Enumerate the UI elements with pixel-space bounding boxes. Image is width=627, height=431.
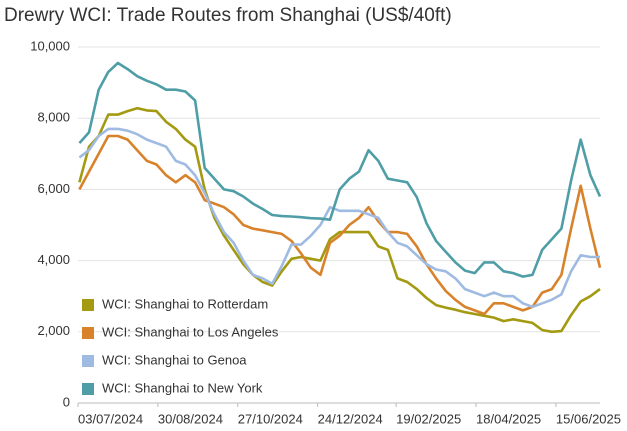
y-tick-label: 10,000 <box>30 38 70 53</box>
series-line <box>78 127 600 309</box>
x-tick-label: 03/07/2024 <box>78 411 143 426</box>
y-tick-label: 2,000 <box>37 323 70 338</box>
x-tick-label: 24/12/2024 <box>318 411 383 426</box>
legend-swatch <box>82 383 94 395</box>
series-line <box>78 106 601 334</box>
legend-swatch <box>82 327 94 339</box>
x-tick-label: 30/08/2024 <box>158 411 223 426</box>
legend-label: WCI: Shanghai to Genoa <box>102 352 247 367</box>
x-tick-label: 18/04/2025 <box>476 411 541 426</box>
x-tick-label: 27/10/2024 <box>238 411 303 426</box>
legend-swatch <box>82 299 94 311</box>
x-tick-label: 19/02/2025 <box>396 411 461 426</box>
legend-label: WCI: Shanghai to New York <box>102 380 263 395</box>
chart-title: Drewry WCI: Trade Routes from Shanghai (… <box>4 5 452 26</box>
legend-swatch <box>82 355 94 367</box>
legend-label: WCI: Shanghai to Los Angeles <box>102 324 279 339</box>
y-tick-label: 6,000 <box>37 181 70 196</box>
x-tick-label: 15/06/2025 <box>556 411 621 426</box>
y-tick-label: 8,000 <box>37 110 70 125</box>
series-line <box>78 61 602 278</box>
series-line <box>78 134 602 316</box>
y-tick-label: 4,000 <box>37 252 70 267</box>
y-tick-label: 0 <box>63 394 70 409</box>
legend-label: WCI: Shanghai to Rotterdam <box>102 296 268 311</box>
